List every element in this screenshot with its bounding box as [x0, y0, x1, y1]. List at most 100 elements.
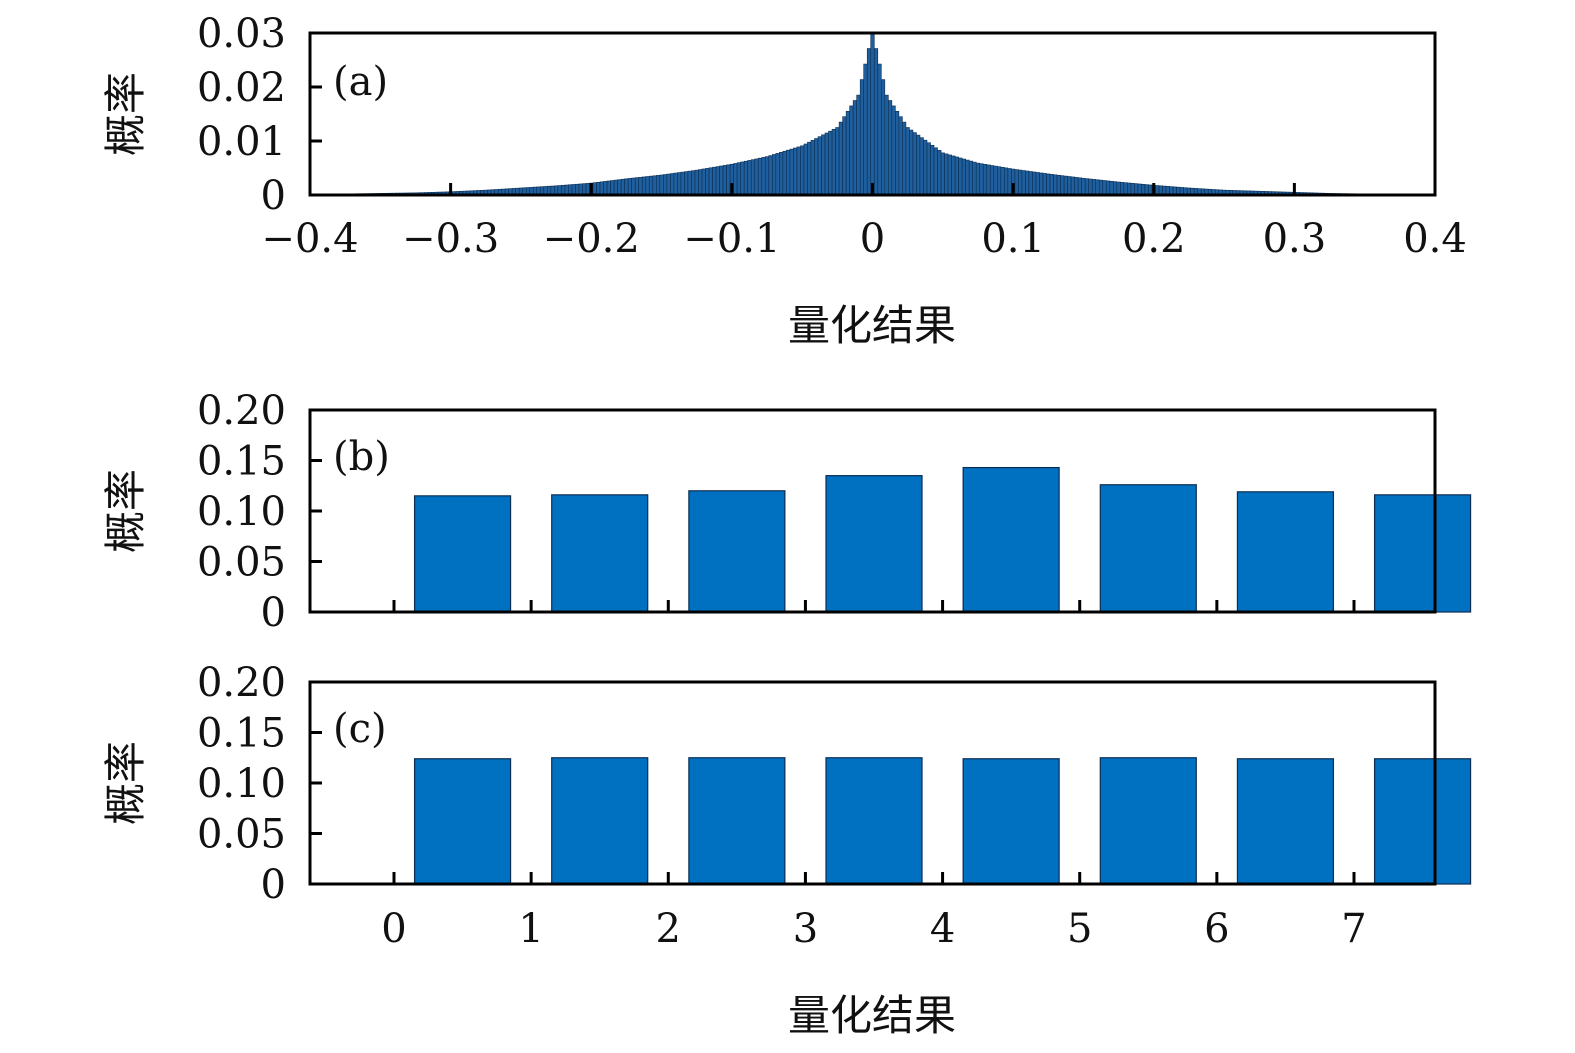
histogram-bar [652, 175, 657, 196]
histogram-bar [757, 157, 763, 196]
histogram-bar [782, 150, 787, 196]
x-tick-label: 1 [518, 906, 543, 952]
level-bar [551, 757, 649, 885]
panel-label-b: (b) [333, 434, 390, 480]
histogram-bar [578, 183, 583, 196]
histogram-bar [631, 177, 636, 196]
histogram-bar [680, 171, 685, 196]
histogram-bar [754, 158, 759, 196]
histogram-bar [884, 94, 889, 196]
histogram-bar [768, 155, 773, 196]
histogram-bar [1141, 184, 1146, 196]
histogram-bar [1105, 180, 1111, 196]
histogram-bar [1014, 169, 1019, 196]
histogram-bar [944, 153, 949, 196]
histogram-bar [743, 160, 748, 196]
histogram-bar [1077, 177, 1082, 196]
histogram-bar [1063, 175, 1068, 196]
histogram-bar [1046, 173, 1051, 196]
x-tick-label: 0.2 [1122, 216, 1186, 262]
histogram-bar [821, 134, 826, 196]
histogram-bar [750, 159, 756, 196]
histogram-bar [1098, 179, 1104, 196]
histogram-bar [828, 130, 833, 196]
histogram-bar [613, 179, 618, 196]
histogram-bar [1109, 180, 1114, 196]
histogram-bar [1120, 182, 1125, 196]
histogram-bar [1032, 171, 1037, 196]
histogram-bar [596, 181, 601, 196]
histogram-bar [1004, 167, 1009, 196]
histogram-bar [663, 174, 668, 196]
histogram-bar [764, 156, 770, 196]
histogram-bar [923, 139, 928, 196]
xlabel-a: 量化结果 [788, 301, 956, 350]
histogram-bar [1053, 174, 1058, 196]
histogram-bar [895, 111, 900, 196]
histogram-bar [1137, 183, 1142, 196]
histogram-bar [937, 150, 942, 196]
ticks-c: 0 1 2 3 4 5 6 700.050.100.150.20 [197, 660, 1367, 952]
histogram-bar [870, 32, 875, 196]
histogram-bar [902, 121, 907, 196]
y-tick-label: 0.05 [197, 812, 286, 858]
histogram-bar [705, 168, 710, 196]
histogram-bar [838, 121, 843, 196]
histogram-bar [1123, 182, 1128, 196]
y-tick-label: 0 [261, 590, 286, 636]
level-bar [1099, 757, 1197, 885]
histogram-bar [835, 127, 840, 196]
histogram-bar [771, 154, 777, 196]
histogram-bar [1116, 181, 1121, 196]
panel-c: 0 1 2 3 4 5 6 700.050.100.150.20 (c) 概率 量化结果 [101, 660, 1472, 1040]
histogram-bar [1039, 172, 1044, 196]
histogram-bar [1088, 178, 1093, 196]
histogram-bar [961, 158, 966, 196]
histogram-bar [655, 175, 661, 196]
histogram-bar [1144, 184, 1149, 196]
histogram-bar [617, 179, 622, 196]
histogram-bar [1049, 174, 1054, 196]
histogram-bar [585, 183, 590, 196]
histogram-bar [1127, 182, 1132, 196]
histogram-bar [775, 153, 780, 196]
histogram-bar [968, 160, 973, 196]
histogram-bar [958, 157, 963, 196]
ylabel-c: 概率 [101, 741, 150, 825]
x-tick-label: 0.4 [1403, 216, 1467, 262]
histogram-bar [620, 178, 625, 196]
histogram-bar [1021, 170, 1026, 196]
x-tick-label: 6 [1204, 906, 1229, 952]
histogram-bar [582, 183, 587, 196]
histogram-bar [606, 180, 611, 196]
y-tick-label: 0.05 [197, 540, 286, 586]
level-bar [551, 494, 649, 613]
histogram-bar [641, 176, 647, 196]
histogram-bar [603, 181, 608, 196]
histogram-bar [866, 48, 872, 196]
panel-label-c: (c) [333, 706, 387, 752]
y-tick-label: 0.20 [197, 660, 286, 706]
level-bar [1236, 758, 1335, 885]
histogram-bar [842, 116, 847, 196]
x-tick-label: −0.4 [261, 216, 358, 262]
bars-c [413, 757, 1472, 885]
histogram-bar [1074, 177, 1079, 196]
histogram-bar [691, 170, 696, 196]
histogram-bar [951, 155, 956, 196]
histogram-bar [996, 166, 1002, 196]
histogram-bar [954, 156, 959, 196]
histogram-bar [1025, 170, 1030, 196]
x-tick-label: 0.1 [981, 216, 1045, 262]
level-bar [413, 495, 512, 613]
level-bar [413, 758, 512, 885]
histogram-bar [940, 152, 945, 196]
x-tick-label: 3 [793, 906, 818, 952]
ylabel-b: 概率 [101, 469, 150, 553]
histogram-bar [1102, 180, 1107, 196]
y-tick-label: 0.01 [197, 119, 286, 165]
histogram-bar [800, 145, 805, 196]
xlabel-c: 量化结果 [788, 991, 956, 1040]
histogram-bar [684, 171, 689, 196]
histogram-bar [670, 173, 675, 196]
